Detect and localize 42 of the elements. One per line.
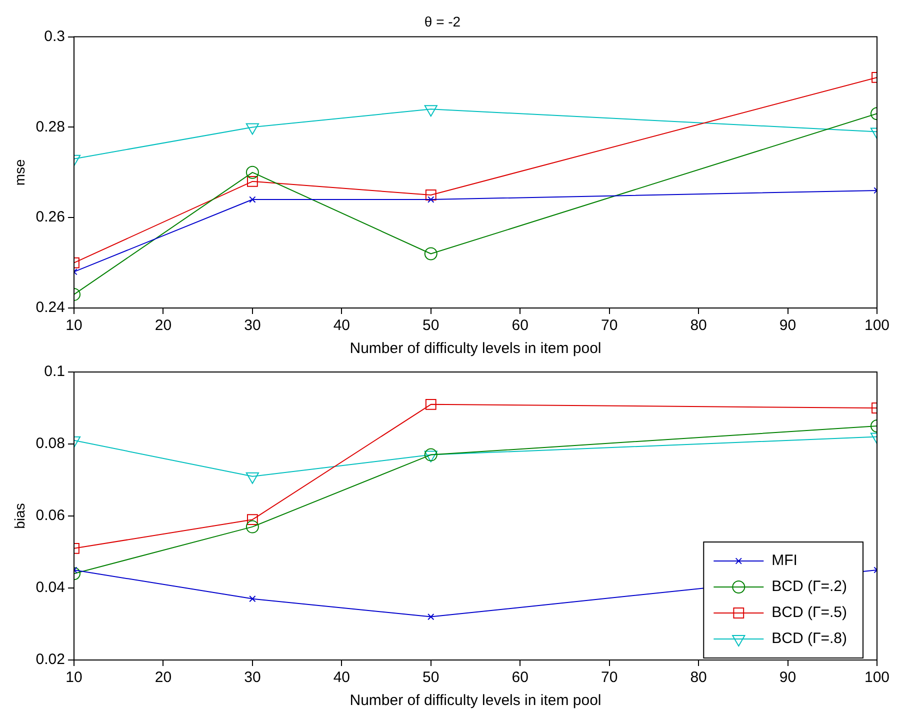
y-tick-label: 0.06	[36, 507, 65, 524]
legend-label: BCD (Γ=.2)	[772, 578, 848, 596]
x-tick-label: 70	[600, 317, 618, 334]
x-tick-label: 80	[690, 669, 707, 686]
x-tick-label: 10	[66, 669, 82, 686]
y-axis-title: mse	[11, 158, 28, 186]
x-tick-label: 90	[779, 669, 796, 686]
point	[249, 595, 256, 602]
y-axis-title: bias	[11, 503, 28, 529]
x-tick-label: 100	[864, 317, 890, 334]
point	[428, 196, 434, 203]
y-tick-label: 0.08	[36, 435, 65, 452]
x-tick-label: 20	[154, 317, 172, 334]
y-tick-label: 0.24	[36, 299, 65, 316]
point	[428, 613, 434, 620]
x-tick-label: 10	[66, 317, 82, 334]
y-tick-label: 0.3	[44, 28, 65, 45]
point	[249, 196, 256, 203]
y-tick-label: 0.04	[36, 579, 65, 596]
y-tick-label: 0.02	[36, 651, 65, 668]
x-tick-label: 20	[154, 669, 172, 686]
x-tick-label: 60	[512, 669, 528, 686]
x-axis-title: Number of difficulty levels in item pool	[350, 340, 602, 358]
x-tick-label: 100	[864, 669, 890, 686]
x-tick-label: 30	[244, 669, 261, 686]
legend-label: BCD (Γ=.8)	[772, 630, 848, 648]
x-axis-title: Number of difficulty levels in item pool	[350, 692, 602, 710]
x-tick-label: 70	[600, 669, 618, 686]
chart-title: θ = -2	[424, 13, 461, 30]
x-tick-label: 60	[512, 317, 528, 334]
x-tick-label: 50	[422, 669, 440, 686]
y-tick-label: 0.28	[36, 118, 65, 136]
y-tick-label: 0.26	[36, 208, 65, 226]
x-tick-label: 50	[422, 317, 440, 334]
legend-label: MFI	[772, 552, 798, 570]
x-tick-label: 80	[690, 317, 707, 334]
y-tick-label: 0.1	[44, 363, 65, 380]
x-tick-label: 40	[333, 669, 350, 686]
legend-label: BCD (Γ=.5)	[772, 604, 848, 622]
x-tick-label: 30	[244, 317, 261, 334]
x-tick-label: 40	[333, 317, 350, 334]
x-tick-label: 90	[779, 317, 796, 334]
